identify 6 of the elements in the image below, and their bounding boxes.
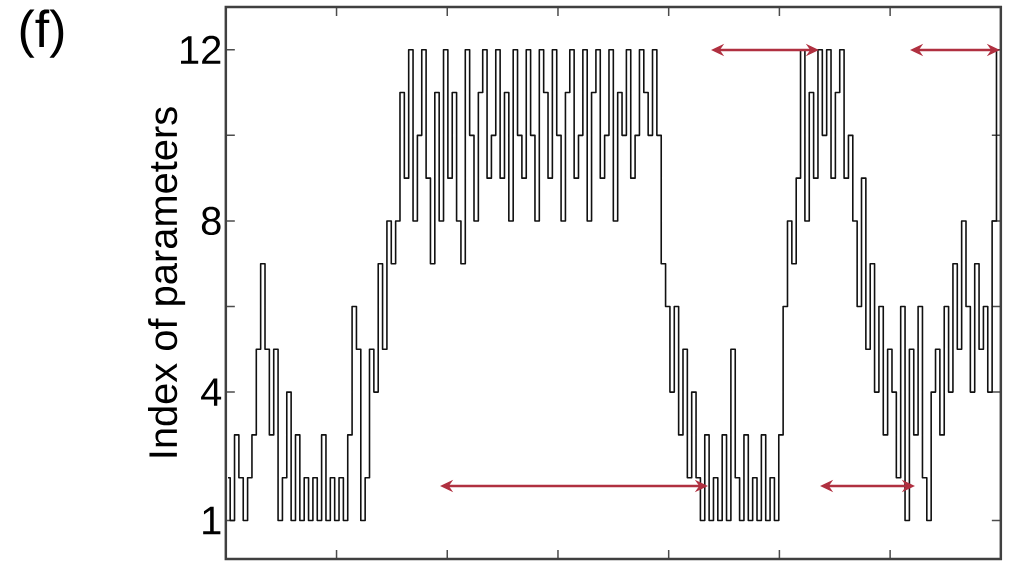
text: (f) bbox=[20, 9, 64, 58]
y-axis-title: Index of parameters bbox=[147, 107, 186, 457]
y-tick-label: 8 bbox=[201, 206, 221, 236]
y-tick-label: 12 bbox=[181, 35, 221, 64]
y-tick-label: 4 bbox=[201, 378, 222, 406]
y-tick-label: 1 bbox=[203, 506, 221, 535]
